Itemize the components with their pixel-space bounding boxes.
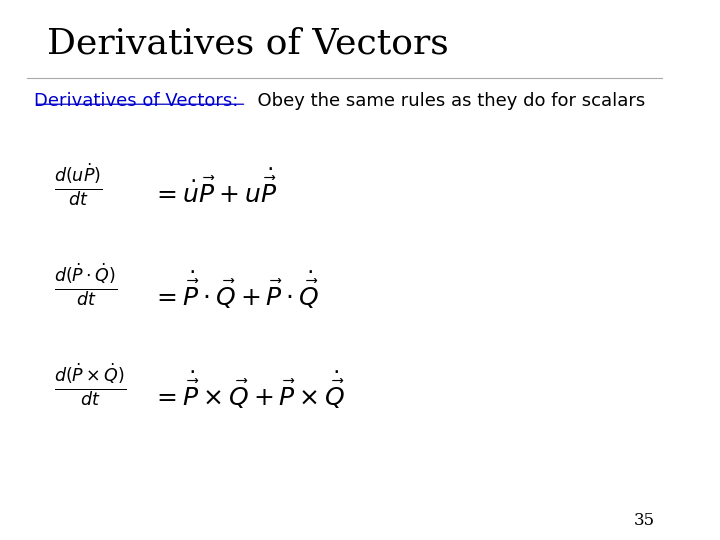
Text: 35: 35 xyxy=(634,512,654,529)
Text: Derivatives of Vectors: Derivatives of Vectors xyxy=(48,27,449,61)
Text: $\frac{d(u\dot{P})}{dt}$: $\frac{d(u\dot{P})}{dt}$ xyxy=(54,162,102,210)
Text: $\frac{d(\dot{P}\cdot\dot{Q})}{dt}$: $\frac{d(\dot{P}\cdot\dot{Q})}{dt}$ xyxy=(54,262,117,309)
Text: $= \dot{\vec{P}}\cdot\vec{Q} + \vec{P}\cdot\dot{\vec{Q}}$: $= \dot{\vec{P}}\cdot\vec{Q} + \vec{P}\c… xyxy=(152,270,319,311)
Text: $= \dot{\vec{P}}\times\vec{Q} + \vec{P}\times\dot{\vec{Q}}$: $= \dot{\vec{P}}\times\vec{Q} + \vec{P}\… xyxy=(152,370,345,411)
Text: Obey the same rules as they do for scalars: Obey the same rules as they do for scala… xyxy=(246,92,646,110)
Text: $\frac{d(\dot{P}\times\dot{Q})}{dt}$: $\frac{d(\dot{P}\times\dot{Q})}{dt}$ xyxy=(54,362,127,409)
Text: $= \dot{u}\vec{P} + u\dot{\vec{P}}$: $= \dot{u}\vec{P} + u\dot{\vec{P}}$ xyxy=(152,170,277,208)
Text: Derivatives of Vectors:: Derivatives of Vectors: xyxy=(34,92,238,110)
